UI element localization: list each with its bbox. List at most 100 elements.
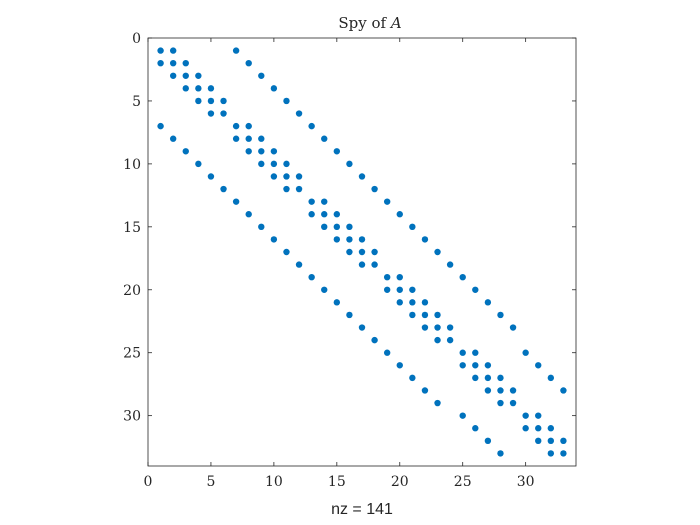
nonzero-marker [459,362,466,369]
nonzero-marker [195,97,202,105]
nonzero-marker [383,286,391,293]
nonzero-marker [421,324,429,331]
nonzero-marker [409,223,416,231]
nonzero-marker [245,211,252,218]
nonzero-marker [497,399,504,407]
nonzero-marker [522,425,529,432]
nonzero-marker [434,248,441,256]
nonzero-marker [358,173,366,180]
nonzero-marker [346,248,353,256]
nonzero-marker [459,412,466,419]
nonzero-marker [220,97,227,105]
nonzero-marker [169,72,177,79]
nonzero-marker [421,311,429,319]
nonzero-marker [421,387,429,394]
chart-title-prefix: Spy of [338,14,390,32]
nonzero-marker [421,236,429,243]
nonzero-marker [258,72,265,79]
y-tick-label: 30 [123,409,141,425]
nonzero-marker [434,336,441,344]
nonzero-marker [497,450,504,457]
nonzero-marker [169,59,177,67]
nonzero-marker [295,110,303,117]
x-tick-label: 5 [206,474,215,490]
nonzero-marker [308,122,315,130]
nonzero-marker [509,324,517,331]
nonzero-marker [321,223,328,231]
nonzero-marker [157,122,164,130]
nonzero-marker [346,160,353,168]
x-axis-label: nz = 141 [331,501,393,518]
nonzero-marker [535,362,542,369]
nonzero-marker [295,261,303,268]
nonzero-marker [509,387,517,394]
nonzero-marker [358,248,366,256]
nonzero-marker [484,362,492,369]
nonzero-marker [459,349,466,356]
nonzero-marker [560,387,567,394]
nonzero-marker [258,223,265,231]
y-tick-label: 10 [123,157,141,173]
nonzero-marker [484,437,492,445]
nonzero-marker [346,223,353,231]
nonzero-marker [396,299,403,306]
nonzero-marker [295,185,303,193]
nonzero-marker [258,160,265,168]
nonzero-marker [560,437,567,445]
nonzero-marker [396,286,403,293]
nonzero-marker [446,336,454,344]
nonzero-marker [535,437,542,445]
nonzero-marker [195,72,202,79]
nonzero-marker [258,135,265,142]
nonzero-marker [547,425,555,432]
nonzero-marker [283,160,290,168]
nonzero-marker [207,173,215,180]
nonzero-marker [182,85,189,92]
nonzero-marker [484,374,492,382]
nonzero-marker [522,349,529,356]
nonzero-marker [195,160,202,168]
nonzero-marker [383,273,391,281]
y-tick-label: 20 [123,283,141,299]
nonzero-marker [459,273,466,281]
y-tick-label: 25 [123,346,141,362]
nonzero-marker [182,72,189,79]
x-tick-label: 10 [265,474,283,490]
x-tick-label: 0 [144,474,153,490]
nonzero-marker [169,135,177,142]
chart-title: Spy of A [338,14,401,32]
nonzero-markers [157,47,567,457]
nonzero-marker [207,85,215,92]
x-tick-label: 30 [517,474,535,490]
nonzero-marker [283,248,290,256]
nonzero-marker [283,185,290,193]
nonzero-marker [396,362,403,369]
nonzero-marker [270,148,278,155]
nonzero-marker [270,85,278,92]
nonzero-marker [547,437,555,445]
nonzero-marker [333,223,341,231]
nonzero-marker [484,299,492,306]
nonzero-marker [321,211,328,218]
nonzero-marker [333,236,341,243]
nonzero-marker [308,211,315,218]
nonzero-marker [396,273,403,281]
y-axis: 0 5 10 15 20 25 30 [123,31,576,425]
nonzero-marker [409,286,416,293]
nonzero-marker [245,135,252,142]
nonzero-marker [283,173,290,180]
nonzero-marker [232,198,240,205]
nonzero-marker [270,173,278,180]
nonzero-marker [333,148,341,155]
nonzero-marker [383,198,391,205]
nonzero-marker [535,425,542,432]
nonzero-marker [358,261,366,268]
nonzero-marker [472,362,479,369]
nonzero-marker [258,148,265,155]
nonzero-marker [560,450,567,457]
nonzero-marker [547,374,555,382]
x-tick-label: 20 [391,474,409,490]
nonzero-marker [547,450,555,457]
y-tick-label: 15 [123,220,141,236]
